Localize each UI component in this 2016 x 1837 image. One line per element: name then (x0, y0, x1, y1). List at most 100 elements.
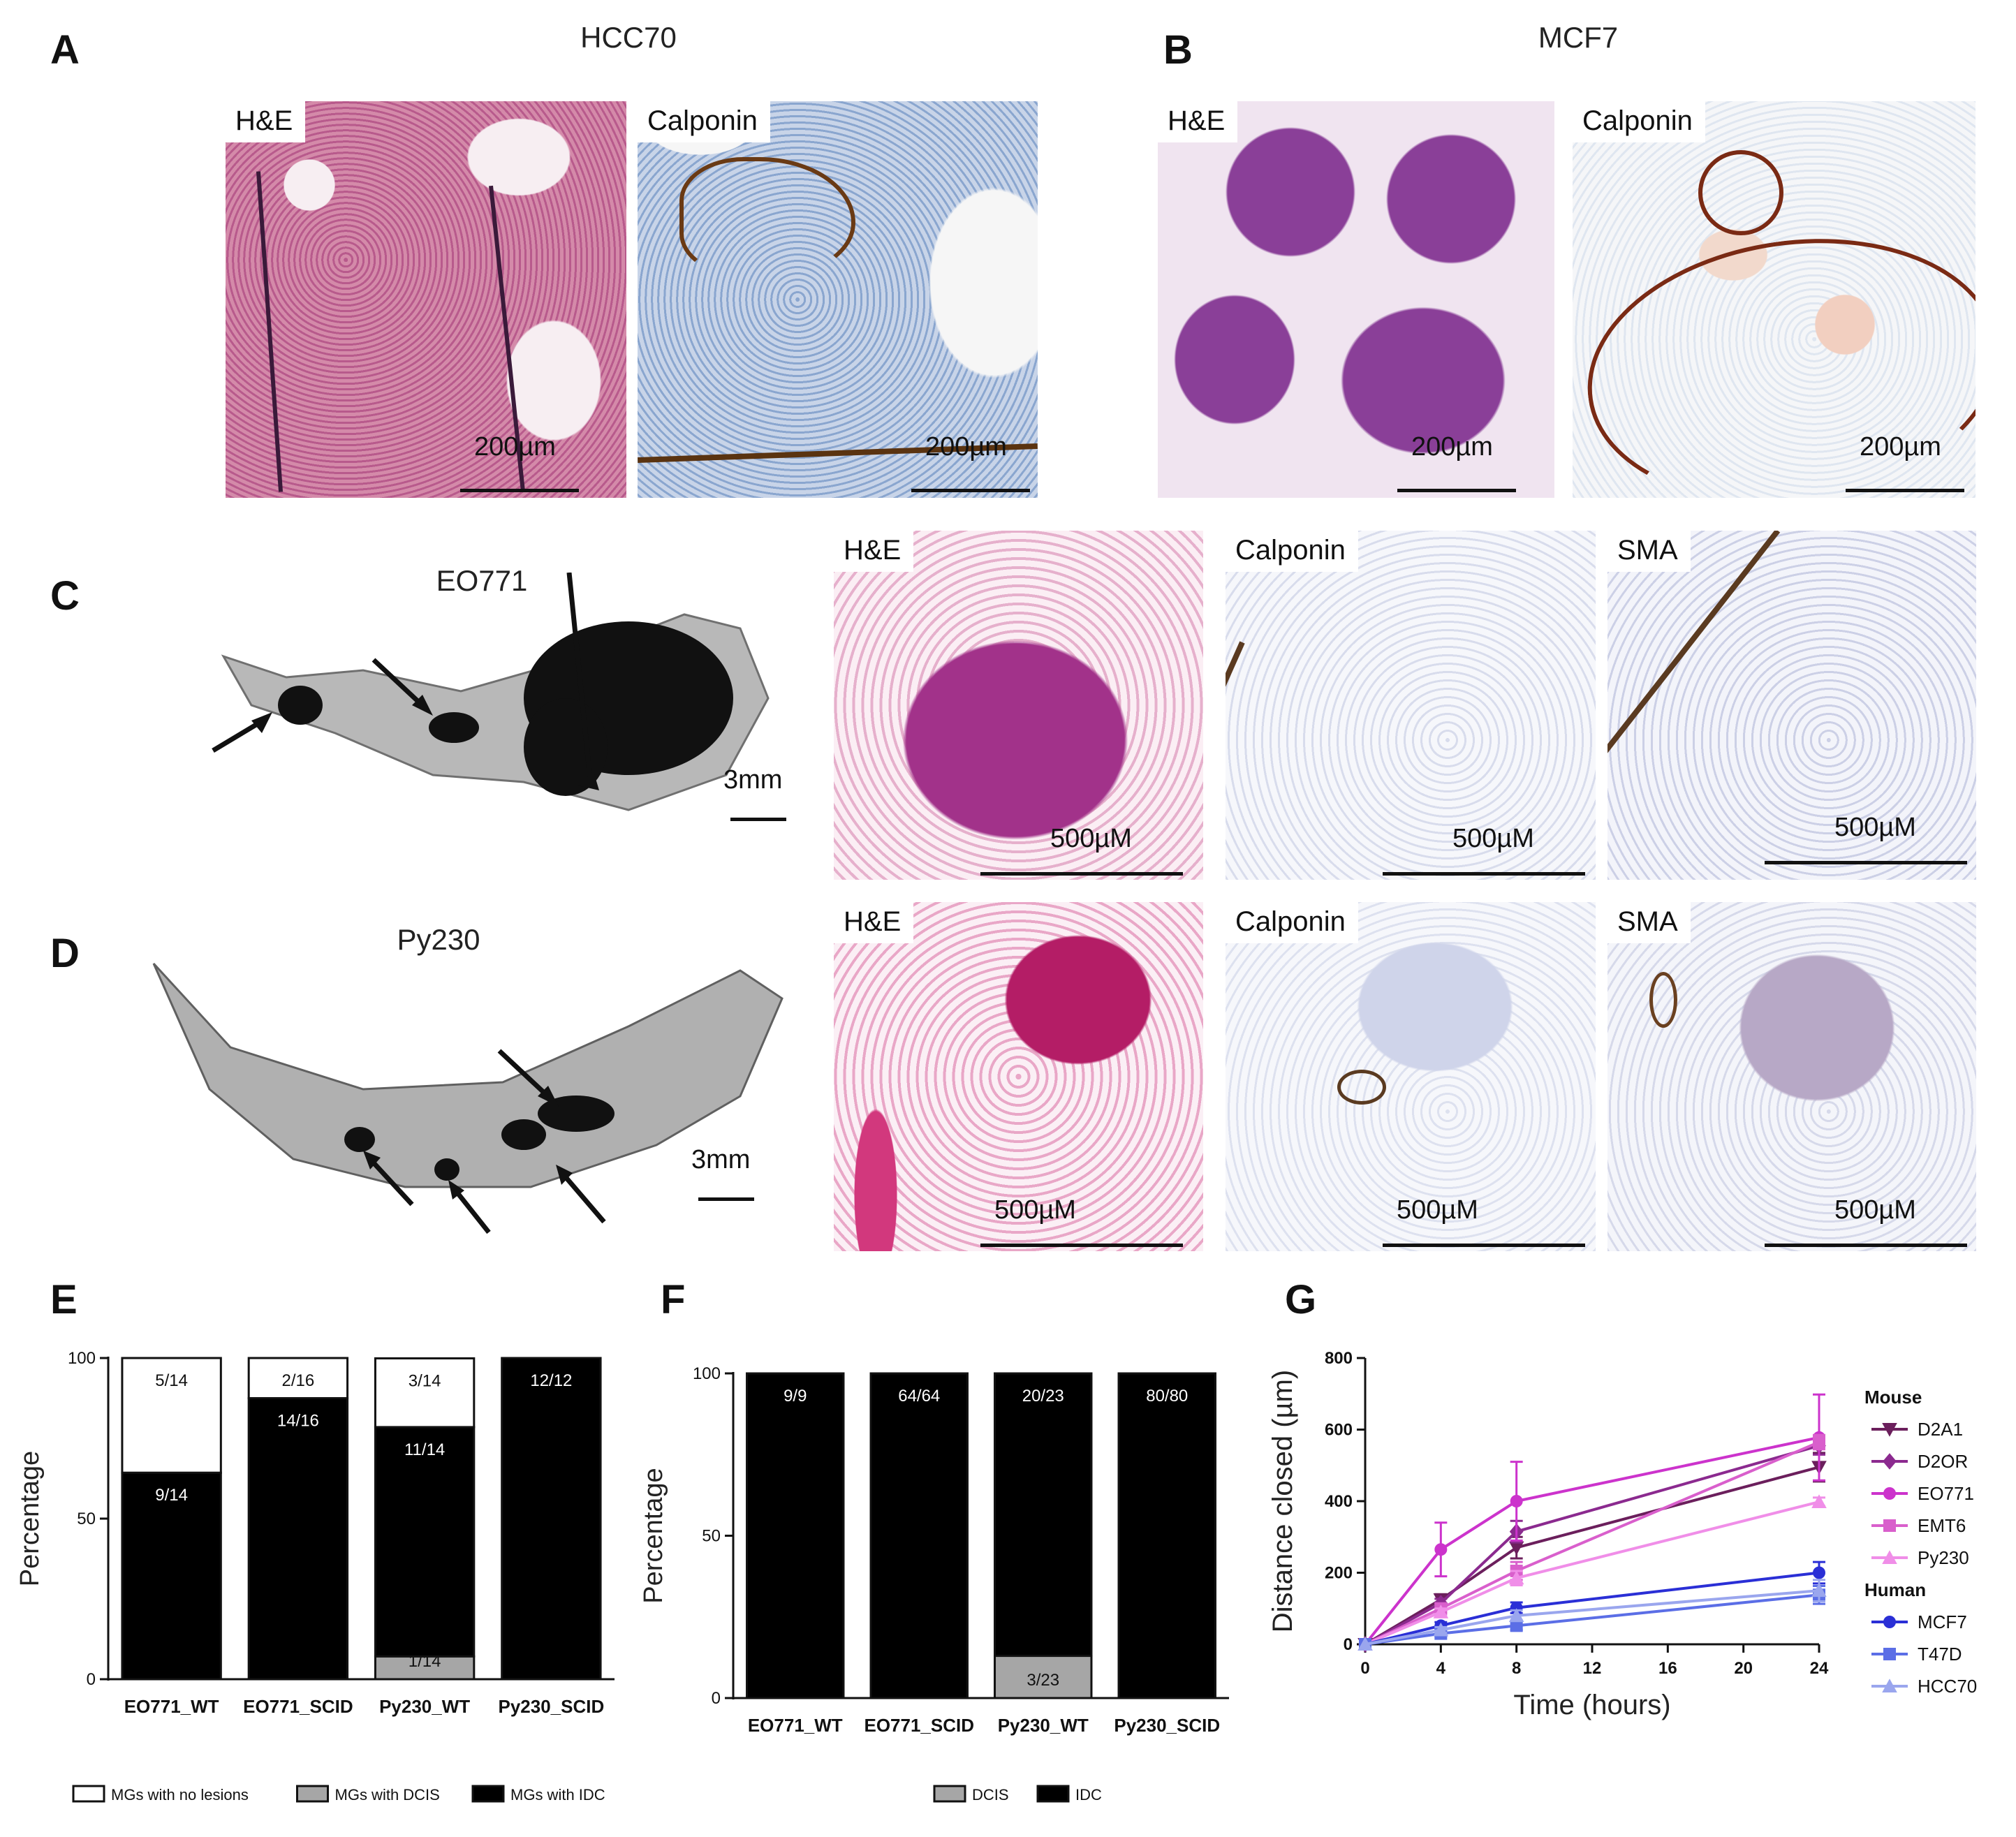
series-line (1364, 1593, 1820, 1646)
legend-entry: T47D (1918, 1644, 1962, 1665)
micrograph-d-sma: SMA 500µM (1607, 902, 1976, 1251)
panel-letter-g: G (1285, 1277, 1317, 1322)
bar-segment (121, 1471, 222, 1681)
y-tick-label: 0 (87, 1670, 96, 1689)
scale-bar: 500µM (1383, 1195, 1585, 1247)
x-tick-label: Py230_WT (379, 1696, 470, 1717)
legend-swatch (296, 1785, 329, 1803)
chart-f: 0 50 100 Percentage 9/9 EO771_WT 64/64 EO771_SC… (639, 1364, 1229, 1803)
y-tick-label: 50 (702, 1527, 721, 1546)
data-label: 9/14 (155, 1486, 188, 1505)
chart-e: 0 50 100 Percentage 9/14 5/14 EO771_WT 14/16 2/1… (15, 1349, 615, 1803)
x-tick-label: EO771_SCID (864, 1715, 974, 1736)
data-label: 12/12 (530, 1371, 572, 1390)
y-tick-label: 200 (1325, 1564, 1353, 1583)
x-tick-label: Py230_SCID (1114, 1715, 1220, 1736)
stain-label: Calponin (638, 101, 770, 142)
micrograph-b-calponin: Calponin 200µm (1573, 101, 1975, 498)
bar-segment (869, 1372, 969, 1699)
data-label: 2/16 (282, 1371, 315, 1390)
x-tick-label: 8 (1512, 1659, 1521, 1678)
legend-swatch (72, 1785, 105, 1803)
legend-entry: MGs with no lesions (111, 1786, 249, 1803)
whole-mount-d (152, 962, 783, 1234)
data-point (1508, 1541, 1524, 1556)
x-tick-label: Py230_WT (998, 1715, 1089, 1736)
legend-swatch (471, 1785, 505, 1803)
bar-segment (501, 1357, 602, 1681)
data-point (1882, 1679, 1897, 1692)
legend-entry: Py230 (1918, 1547, 1969, 1568)
legend-group-title: Mouse (1864, 1387, 1922, 1408)
panel-letter-f: F (661, 1277, 686, 1322)
panel-c-title: EO771 (436, 564, 528, 597)
data-point (1510, 1495, 1523, 1507)
x-tick-label: Py230_SCID (498, 1696, 604, 1717)
x-tick-label: 24 (1810, 1659, 1829, 1678)
micrograph-d-he: H&E 500µM (834, 902, 1203, 1251)
stain-label: H&E (1158, 101, 1238, 142)
scale-bar: 200µm (460, 432, 579, 492)
y-tick-label: 100 (693, 1364, 721, 1383)
legend-entry: IDC (1075, 1786, 1102, 1803)
x-tick-label: 20 (1734, 1659, 1753, 1678)
panel-letter-b: B (1163, 27, 1193, 73)
stain-label: Calponin (1226, 902, 1358, 943)
scale-bar: 500µM (980, 1195, 1183, 1247)
panel-letter-a: A (50, 27, 80, 73)
legend-entry: HCC70 (1918, 1676, 1977, 1697)
bar-segment (121, 1357, 222, 1474)
micrograph-c-sma: SMA 500µM (1607, 531, 1976, 880)
micrograph-a-calponin: Calponin 200µm (638, 101, 1038, 498)
stain-label: Calponin (1226, 531, 1358, 572)
micrograph-a-he: H&E 200µm (226, 101, 626, 498)
data-point (1508, 1570, 1524, 1585)
scale-bar: 200µm (1397, 432, 1516, 492)
stain-label: SMA (1607, 902, 1691, 943)
panel-letter-e: E (50, 1277, 78, 1322)
bar-segment (994, 1372, 1093, 1658)
series-line (1364, 1589, 1820, 1646)
whole-mount-c (212, 573, 770, 811)
y-tick-label: 50 (77, 1510, 96, 1528)
x-tick-label: EO771_WT (748, 1715, 843, 1736)
panel-d-title: Py230 (397, 923, 480, 956)
y-tick-label: 0 (1344, 1635, 1353, 1654)
y-tick-label: 0 (712, 1689, 721, 1708)
data-point (1813, 1436, 1825, 1449)
scale-bar-c: 3mm (723, 765, 793, 821)
y-tick-label: 600 (1325, 1421, 1353, 1440)
scale-bar: 500µM (1383, 824, 1585, 876)
y-axis-label: Percentage (15, 1451, 45, 1586)
bar-segment (1117, 1372, 1216, 1699)
bar-segment (374, 1655, 476, 1681)
legend-entry: DCIS (972, 1786, 1009, 1803)
y-tick-label: 100 (68, 1349, 96, 1368)
y-tick-label: 400 (1325, 1492, 1353, 1511)
data-label: 9/9 (783, 1387, 807, 1406)
data-point (1811, 1583, 1827, 1598)
chart-g: 0 200 400 600 800 0 4 8 12 16 20 24 Time (hours) Dist… (1267, 1349, 1977, 1720)
scale-bar-d: 3mm (691, 1145, 761, 1201)
scale-bar: 200µm (1846, 432, 1964, 492)
data-point (1883, 1519, 1896, 1532)
data-point (1882, 1423, 1897, 1437)
data-point (1883, 1648, 1896, 1660)
data-point (1883, 1487, 1896, 1500)
data-point (1358, 1637, 1373, 1651)
y-tick-label: 800 (1325, 1349, 1353, 1368)
bar-segment (247, 1397, 349, 1681)
data-label: 11/14 (404, 1440, 445, 1459)
stain-label: H&E (834, 531, 914, 572)
bar-segment (746, 1372, 845, 1699)
data-point (1883, 1616, 1896, 1628)
bar-segment (247, 1357, 349, 1399)
legend-entry: MCF7 (1918, 1611, 1967, 1632)
legend-swatch (1036, 1785, 1070, 1803)
legend-entry: D2A1 (1918, 1419, 1963, 1440)
data-point (1811, 1494, 1827, 1509)
data-label: 80/80 (1146, 1387, 1188, 1406)
x-tick-label: 16 (1658, 1659, 1677, 1678)
data-point (1510, 1619, 1523, 1632)
data-point (1433, 1604, 1449, 1618)
